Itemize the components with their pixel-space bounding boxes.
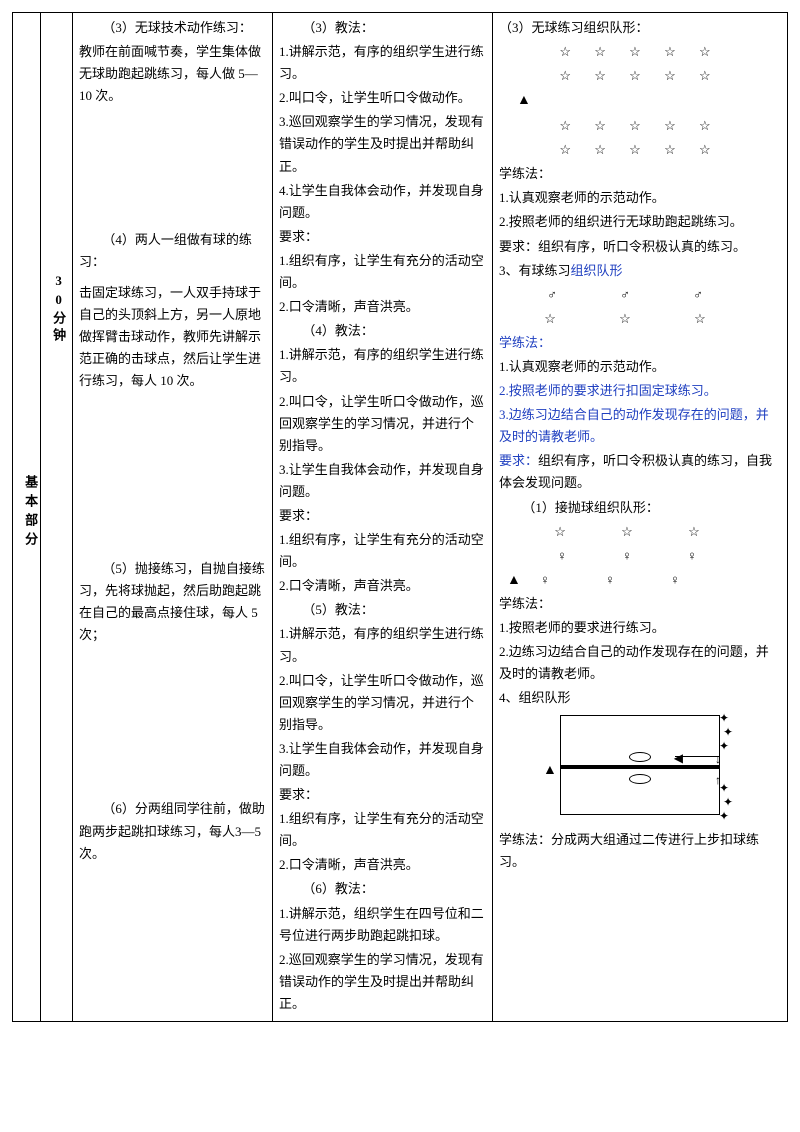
lesson-plan-table: 基本部分 30分钟 （3）无球技术动作练习： 教师在前面喊节奏，学生集体做无球助… bbox=[12, 12, 788, 1022]
req-label-3: 要求： bbox=[279, 784, 486, 806]
method-4-head: （4）教法： bbox=[279, 320, 486, 342]
star-row-2: ☆ ☆ ☆ ☆ ☆ bbox=[499, 65, 781, 87]
method-6-2: 2.巡回观察学生的学习情况，发现有错误动作的学生及时提出并帮助纠正。 bbox=[279, 949, 486, 1015]
star-row-4: ☆ ☆ ☆ ☆ ☆ bbox=[499, 139, 781, 161]
practice-6: 学练法：分成两大组通过二传进行上步扣球练习。 bbox=[499, 829, 781, 873]
method-column: （3）教法： 1.讲解示范，有序的组织学生进行练习。 2.叫口令，让学生听口令做… bbox=[273, 13, 493, 1022]
oval-icon-2 bbox=[629, 774, 651, 784]
req-3-2: 2.口令清晰，声音洪亮。 bbox=[279, 296, 486, 318]
practice-4-2: 2.按照老师的要求进行扣固定球练习。 bbox=[499, 380, 781, 402]
practice-3-2: 2.按照老师的组织进行无球助跑起跳练习。 bbox=[499, 211, 781, 233]
req-4-1: 1.组织有序，让学生有充分的活动空间。 bbox=[279, 529, 486, 573]
method-5-2: 2.叫口令，让学生听口令做动作，巡回观察学生的学习情况，并进行个别指导。 bbox=[279, 670, 486, 736]
practice-head-3: 学练法： bbox=[499, 593, 781, 615]
section-duration: 30分钟 bbox=[47, 273, 69, 345]
triangle-icon-3: ▲ bbox=[543, 759, 557, 783]
arrow-icon-3: ↑ bbox=[715, 770, 721, 790]
ball-head-text: 3、有球练习 bbox=[499, 263, 571, 278]
catch-row-2: ♀ ♀ ♀ bbox=[499, 545, 781, 567]
item-4-body: 击固定球练习，一人双手持球于自己的头顶斜上方，另一人原地做挥臂击球动作，教师先讲… bbox=[79, 282, 266, 392]
method-4-1: 1.讲解示范，有序的组织学生进行练习。 bbox=[279, 344, 486, 388]
practice-4-3: 3.边练习边结合自己的动作发现存在的问题，并及时的请教老师。 bbox=[499, 404, 781, 448]
catch-row-3b: ♀ ♀ ♀ bbox=[524, 572, 706, 587]
method-6-1: 1.讲解示范，组织学生在四号位和二号位进行两步助跑起跳扣球。 bbox=[279, 903, 486, 947]
req-5-2: 2.口令清晰，声音洪亮。 bbox=[279, 854, 486, 876]
method-3-3: 3.巡回观察学生的学习情况，发现有错误动作的学生及时提出并帮助纠正。 bbox=[279, 111, 486, 177]
req-text: 组织有序，听口令积极认真的练习，自我体会发现问题。 bbox=[499, 453, 772, 490]
method-4-2: 2.叫口令，让学生听口令做动作，巡回观察学生的学习情况，并进行个别指导。 bbox=[279, 391, 486, 457]
section-label-cell: 基本部分 bbox=[13, 13, 41, 1022]
req-5-1: 1.组织有序，让学生有充分的活动空间。 bbox=[279, 808, 486, 852]
practice-3-1: 1.认真观察老师的示范动作。 bbox=[499, 187, 781, 209]
arrow-icon-1: ◀ bbox=[674, 748, 683, 768]
formation-1-head: （1）接抛球组织队形： bbox=[499, 497, 781, 519]
star-row-3: ☆ ☆ ☆ ☆ ☆ bbox=[499, 115, 781, 137]
practice-5-2: 2.边练习边结合自己的动作发现存在的问题，并及时的请教老师。 bbox=[499, 641, 781, 685]
oval-icon-1 bbox=[629, 752, 651, 762]
star-row-1: ☆ ☆ ☆ ☆ ☆ bbox=[499, 41, 781, 63]
triangle-icon-1: ▲ bbox=[499, 89, 781, 113]
item-3-body: 教师在前面喊节奏，学生集体做无球助跑起跳练习，每人做 5—10 次。 bbox=[79, 41, 266, 107]
method-3-1: 1.讲解示范，有序的组织学生进行练习。 bbox=[279, 41, 486, 85]
req-label-1: 要求： bbox=[279, 226, 486, 248]
method-3-4: 4.让学生自我体会动作，并发现自身问题。 bbox=[279, 180, 486, 224]
star-icon-row: ☆ ☆ ☆ bbox=[499, 308, 781, 330]
item-3-title: （3）无球技术动作练习： bbox=[79, 17, 266, 39]
method-6-head: （6）教法： bbox=[279, 878, 486, 900]
practice-4-1: 1.认真观察老师的示范动作。 bbox=[499, 356, 781, 378]
triangle-icon-2: ▲ bbox=[499, 573, 521, 588]
diagram-star-6: ✦ bbox=[719, 806, 729, 826]
method-5-head: （5）教法： bbox=[279, 599, 486, 621]
practice-4-req: 要求：组织有序，听口令积极认真的练习，自我体会发现问题。 bbox=[499, 450, 781, 494]
court-net-line bbox=[561, 765, 719, 769]
method-3-2: 2.叫口令，让学生听口令做动作。 bbox=[279, 87, 486, 109]
content-column: （3）无球技术动作练习： 教师在前面喊节奏，学生集体做无球助跑起跳练习，每人做 … bbox=[73, 13, 273, 1022]
catch-row-3: ▲ ♀ ♀ ♀ bbox=[499, 569, 781, 593]
practice-3-req: 要求：组织有序，听口令积极认真的练习。 bbox=[499, 236, 781, 258]
catch-row-1: ☆ ☆ ☆ bbox=[499, 521, 781, 543]
method-4-3: 3.让学生自我体会动作，并发现自身问题。 bbox=[279, 459, 486, 503]
practice-5-1: 1.按照老师的要求进行练习。 bbox=[499, 617, 781, 639]
req-blue-label: 要求： bbox=[499, 453, 538, 468]
male-icon-row: ♂ ♂ ♂ bbox=[499, 284, 781, 306]
court-diagram: ▲ ✦ ✦ ✦ ✦ ✦ ✦ ◀ ↓ ↑ bbox=[560, 715, 720, 815]
formation-column: （3）无球练习组织队形： ☆ ☆ ☆ ☆ ☆ ☆ ☆ ☆ ☆ ☆ ▲ ☆ ☆ ☆… bbox=[493, 13, 788, 1022]
section-label: 基本部分 bbox=[19, 475, 41, 551]
item-5-title: （5）抛接练习，自抛自接练习，先将球抛起，然后助跑起跳在自己的最高点接住球，每人… bbox=[79, 558, 266, 646]
formation-3-head: （3）无球练习组织队形： bbox=[499, 17, 781, 39]
item-4-title: （4）两人一组做有球的练习： bbox=[79, 229, 266, 273]
method-5-1: 1.讲解示范，有序的组织学生进行练习。 bbox=[279, 623, 486, 667]
arrow-icon-2: ↓ bbox=[715, 749, 721, 769]
ball-head-blue: 组织队形 bbox=[571, 263, 623, 278]
practice-head-2: 学练法： bbox=[499, 332, 781, 354]
method-5-3: 3.让学生自我体会动作，并发现自身问题。 bbox=[279, 738, 486, 782]
req-4-2: 2.口令清晰，声音洪亮。 bbox=[279, 575, 486, 597]
item-6-title: （6）分两组同学往前，做助跑两步起跳扣球练习，每人3—5 次。 bbox=[79, 798, 266, 864]
section-duration-cell: 30分钟 bbox=[41, 13, 73, 1022]
formation-4-head: 4、组织队形 bbox=[499, 687, 781, 709]
practice-head-1: 学练法： bbox=[499, 163, 781, 185]
req-label-2: 要求： bbox=[279, 505, 486, 527]
ball-practice-head: 3、有球练习组织队形 bbox=[499, 260, 781, 282]
method-3-head: （3）教法： bbox=[279, 17, 486, 39]
req-3-1: 1.组织有序，让学生有充分的活动空间。 bbox=[279, 250, 486, 294]
